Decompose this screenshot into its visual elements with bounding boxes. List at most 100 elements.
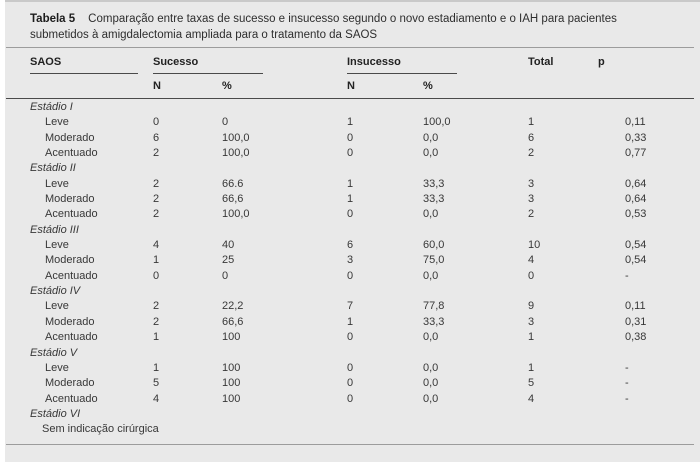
stage-label: Estádio VI <box>30 407 81 420</box>
table-row: Acentuado 1 100 0 0,0 1 0,38 <box>30 330 692 345</box>
column-header-p: p <box>598 56 605 68</box>
subheader-sucesso-n: N <box>153 80 161 92</box>
sucesso-n-value: 4 <box>153 392 160 405</box>
table-row: Leve 2 22,2 7 77,8 9 0,11 <box>30 299 692 314</box>
total-value: 5 <box>528 377 535 390</box>
insucesso-pct-value: 33,3 <box>423 315 445 328</box>
severity-label: Moderado <box>45 377 95 390</box>
column-header-sucesso-cell: Sucesso <box>153 56 347 74</box>
total-value: 4 <box>528 392 535 405</box>
insucesso-n-value: 1 <box>347 193 354 206</box>
table-row: Leve 4 40 6 60,0 10 0,54 <box>30 238 692 253</box>
caption-divider <box>6 47 694 48</box>
severity-label: Acentuado <box>45 331 98 344</box>
sucesso-pct-value: 100 <box>222 377 241 390</box>
insucesso-pct-value: 60,0 <box>423 239 445 252</box>
severity-label: Moderado <box>45 193 95 206</box>
insucesso-pct-value: 0,0 <box>423 392 439 405</box>
table-row: Moderado 6 100,0 0 0,0 6 0,33 <box>30 131 692 146</box>
p-value: 0,64 <box>625 177 647 190</box>
insucesso-pct-value: 33,3 <box>423 177 445 190</box>
insucesso-pct-value: 0,0 <box>423 361 439 374</box>
p-value: 0,77 <box>625 147 647 160</box>
insucesso-n-value: 0 <box>347 208 354 221</box>
stage-row: Estádio I <box>30 100 692 115</box>
total-value: 1 <box>528 116 535 129</box>
sucesso-pct-value: 40 <box>222 239 235 252</box>
stage-label: Estádio V <box>30 346 78 359</box>
severity-label: Leve <box>45 239 69 252</box>
total-value: 9 <box>528 300 535 313</box>
column-header-saos-cell: SAOS <box>30 56 153 74</box>
sucesso-n-value: 2 <box>153 208 160 221</box>
total-value: 1 <box>528 361 535 374</box>
stage-note-row: Sem indicação cirúrgica <box>30 422 692 437</box>
table-row: Acentuado 2 100,0 0 0,0 2 0,77 <box>30 146 692 161</box>
table-row: Acentuado 0 0 0 0,0 0 - <box>30 269 692 284</box>
total-value: 4 <box>528 254 535 267</box>
p-value: 0,38 <box>625 331 647 344</box>
column-header-insucesso: Insucesso <box>347 56 457 74</box>
sucesso-pct-value: 25 <box>222 254 235 267</box>
total-value: 2 <box>528 147 535 160</box>
insucesso-pct-value: 0,0 <box>423 377 439 390</box>
sucesso-n-value: 6 <box>153 131 160 144</box>
severity-label: Leve <box>45 300 69 313</box>
table-bottom-rule <box>6 443 694 445</box>
p-value: 0,64 <box>625 193 647 206</box>
p-value: 0,53 <box>625 208 647 221</box>
insucesso-n-value: 1 <box>347 315 354 328</box>
stage-row: Estádio VI <box>30 407 692 422</box>
insucesso-n-value: 0 <box>347 361 354 374</box>
stage-row: Estádio II <box>30 161 692 176</box>
sucesso-n-value: 4 <box>153 239 160 252</box>
subheader-insucesso-n: N <box>347 80 355 92</box>
insucesso-n-value: 3 <box>347 254 354 267</box>
stage-label: Estádio III <box>30 223 79 236</box>
subheader-sucesso-pct: % <box>222 80 232 92</box>
severity-label: Moderado <box>45 131 95 144</box>
insucesso-pct-value: 100,0 <box>423 116 451 129</box>
p-value: 0,11 <box>625 300 646 313</box>
sucesso-n-value: 2 <box>153 315 160 328</box>
insucesso-n-value: 0 <box>347 147 354 160</box>
insucesso-n-value: 0 <box>347 377 354 390</box>
insucesso-pct-value: 0,0 <box>423 131 439 144</box>
sucesso-pct-value: 100,0 <box>222 147 250 160</box>
p-value: 0,54 <box>625 254 647 267</box>
insucesso-pct-value: 0,0 <box>423 331 439 344</box>
table-subheader-row: N % N % <box>5 74 700 98</box>
total-value: 1 <box>528 331 535 344</box>
table-label: Tabela 5 <box>30 13 76 25</box>
column-header-total: Total <box>528 56 554 68</box>
insucesso-n-value: 1 <box>347 177 354 190</box>
column-header-saos: SAOS <box>30 56 138 74</box>
severity-label: Leve <box>45 361 69 374</box>
insucesso-pct-value: 77,8 <box>423 300 445 313</box>
subheader-spacer <box>30 80 153 93</box>
p-value: 0,33 <box>625 131 647 144</box>
sucesso-n-value: 5 <box>153 377 160 390</box>
stage-row: Estádio IV <box>30 284 692 299</box>
p-value: - <box>625 269 629 282</box>
stage-label: Estádio II <box>30 162 76 175</box>
sucesso-n-value: 2 <box>153 193 160 206</box>
total-value: 3 <box>528 177 535 190</box>
total-value: 0 <box>528 269 535 282</box>
severity-label: Leve <box>45 116 69 129</box>
insucesso-n-value: 6 <box>347 239 354 252</box>
p-value: - <box>625 361 629 374</box>
insucesso-n-value: 7 <box>347 300 354 313</box>
sucesso-pct-value: 100,0 <box>222 131 250 144</box>
table-header-row: SAOS Sucesso Insucesso Total p <box>5 48 700 74</box>
table-row: Moderado 1 25 3 75,0 4 0,54 <box>30 253 692 268</box>
total-value: 10 <box>528 239 541 252</box>
sucesso-pct-value: 66,6 <box>222 315 244 328</box>
sucesso-pct-value: 100,0 <box>222 208 250 221</box>
subheader-insucesso-pct: % <box>423 80 433 92</box>
stage-note: Sem indicação cirúrgica <box>42 423 159 436</box>
severity-label: Acentuado <box>45 147 98 160</box>
total-value: 3 <box>528 193 535 206</box>
sucesso-pct-value: 66.6 <box>222 177 244 190</box>
severity-label: Moderado <box>45 315 95 328</box>
